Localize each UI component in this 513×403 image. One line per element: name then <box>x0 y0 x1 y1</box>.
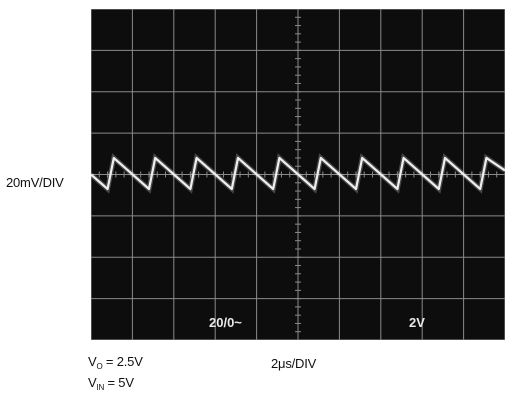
vin-symbol: V <box>88 375 97 390</box>
y-axis-label: 20mV/DIV <box>6 175 64 190</box>
vin-subscript: IN <box>96 383 105 392</box>
graticule-ticks <box>98 16 498 333</box>
vo-symbol: V <box>88 354 97 369</box>
vo-subscript: O <box>96 362 103 371</box>
x-axis-label: 2μs/DIV <box>271 356 317 371</box>
vin-value: = 5V <box>104 375 135 390</box>
trace-line <box>90 156 506 191</box>
input-voltage-label: VIN = 5V <box>88 375 134 392</box>
output-voltage-label: VO = 2.5V <box>88 354 143 371</box>
screen-label-right: 2V <box>409 315 425 330</box>
oscilloscope-screen: 20/0~ 2V <box>89 8 507 341</box>
scope-plot: 20/0~ 2V <box>89 8 507 341</box>
screen-label-left: 20/0~ <box>209 315 242 330</box>
vo-value: = 2.5V <box>102 354 143 369</box>
